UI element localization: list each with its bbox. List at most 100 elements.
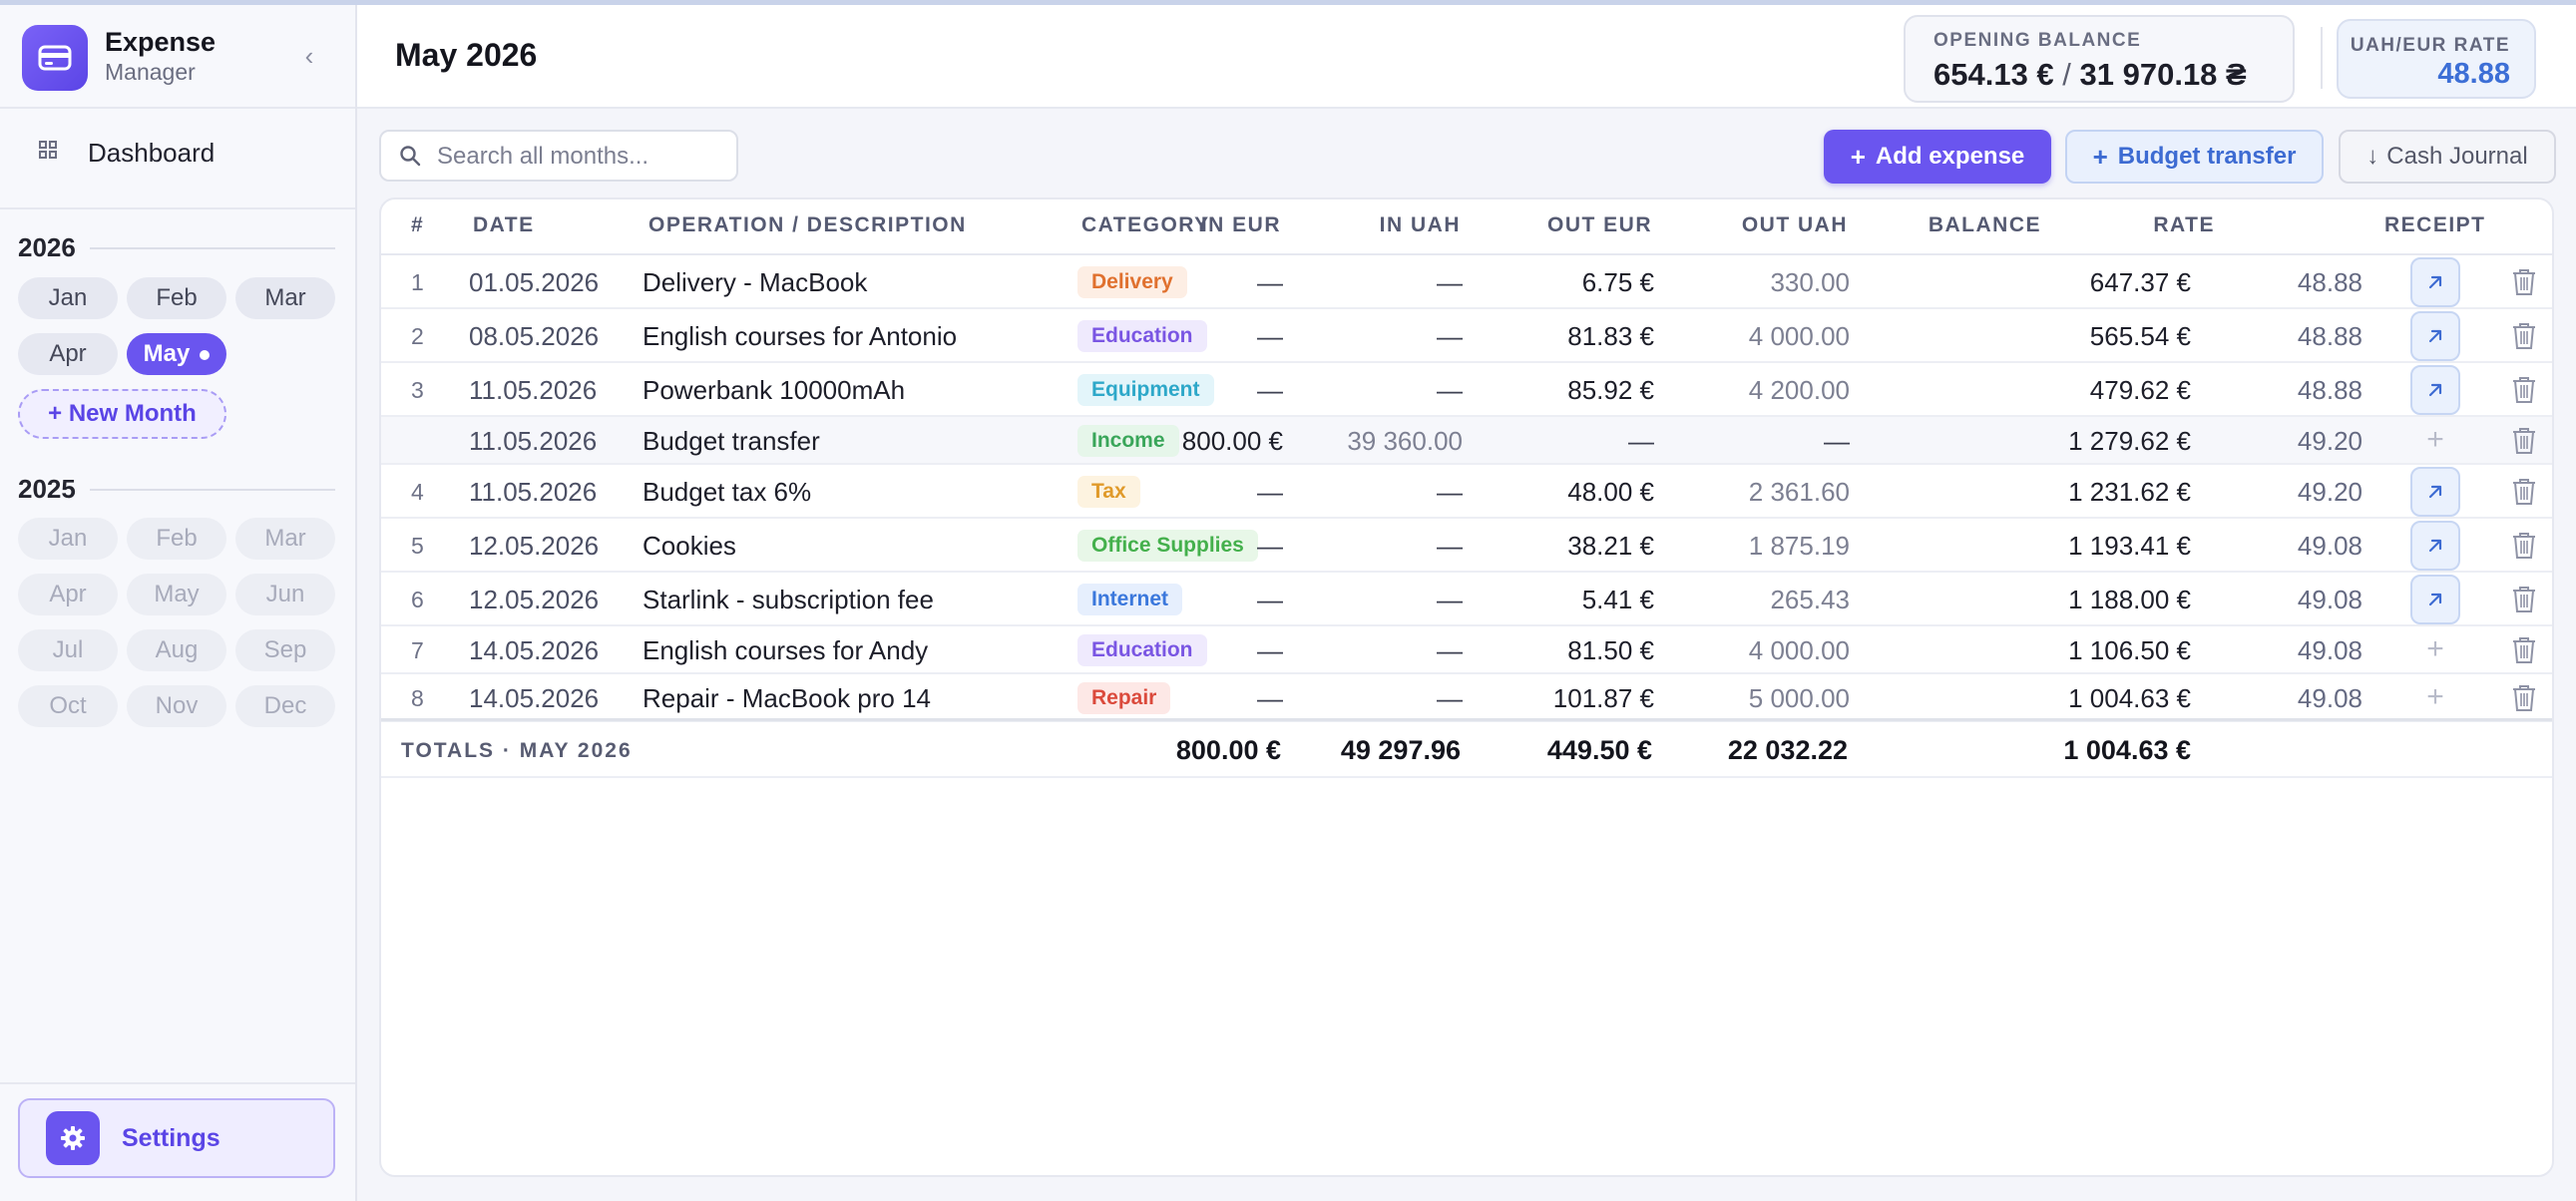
row-balance: 1 004.63 €	[2068, 683, 2191, 713]
table-row[interactable]: 4 11.05.2026 Budget tax 6% Tax — — 48.00 € 2 36…	[381, 465, 2552, 519]
month-2025-dec[interactable]: Dec	[235, 685, 335, 727]
row-number: 4	[411, 479, 424, 505]
open-receipt-button[interactable]	[2410, 575, 2460, 624]
add-expense-button[interactable]: + Add expense	[1824, 130, 2051, 184]
row-out-uah: 4 000.00	[1748, 635, 1850, 665]
month-2026-may-active[interactable]: May	[127, 333, 226, 375]
collapse-sidebar-button[interactable]: ‹	[304, 41, 314, 71]
month-2025-may[interactable]: May	[127, 574, 226, 615]
table-row[interactable]: 7 14.05.2026 English courses for Andy Educa…	[381, 626, 2552, 674]
delete-trash-icon[interactable]	[2510, 585, 2538, 614]
cash-journal-button[interactable]: ↓ Cash Journal	[2339, 130, 2556, 184]
month-2026-jan[interactable]: Jan	[18, 277, 118, 319]
month-2025-oct[interactable]: Oct	[18, 685, 118, 727]
column-header-date: DATE	[473, 213, 535, 236]
open-receipt-button[interactable]	[2410, 311, 2460, 361]
month-2026-feb[interactable]: Feb	[127, 277, 226, 319]
row-number: 8	[411, 685, 424, 711]
row-rate: 49.08	[2297, 585, 2362, 614]
add-receipt-button[interactable]: +	[2426, 680, 2444, 713]
month-2025-nov[interactable]: Nov	[127, 685, 226, 727]
open-receipt-button[interactable]	[2410, 365, 2460, 415]
column-header-receipt: RECEIPT	[2384, 213, 2486, 236]
month-2026-apr[interactable]: Apr	[18, 333, 118, 375]
open-receipt-button[interactable]	[2410, 467, 2460, 517]
delete-trash-icon[interactable]	[2510, 321, 2538, 351]
table-row[interactable]: 3 11.05.2026 Powerbank 10000mAh Equipment — —…	[381, 363, 2552, 417]
row-in-eur: —	[1257, 585, 1283, 614]
row-rate: 49.08	[2297, 531, 2362, 561]
row-out-uah: 330.00	[1770, 267, 1850, 297]
add-receipt-button[interactable]: +	[2426, 423, 2444, 456]
app-subtitle: Manager	[105, 59, 196, 85]
sidebar-item-dashboard[interactable]: Dashboard	[22, 125, 331, 181]
settings-button[interactable]: Settings	[18, 1098, 335, 1178]
category-badge: Repair	[1077, 682, 1171, 714]
budget-transfer-label: Budget transfer	[2117, 143, 2297, 170]
month-2025-jun[interactable]: Jun	[235, 574, 335, 615]
table-row[interactable]: 6 12.05.2026 Starlink - subscription fee In…	[381, 573, 2552, 626]
add-receipt-button[interactable]: +	[2426, 632, 2444, 665]
search-box[interactable]	[379, 130, 738, 182]
external-link-icon	[2428, 485, 2442, 499]
row-balance: 1 193.41 €	[2068, 531, 2191, 561]
divider	[0, 207, 355, 209]
table-row[interactable]: 2 08.05.2026 English courses for Antonio Ed…	[381, 309, 2552, 363]
column-header-in-eur: IN EUR	[1200, 213, 1281, 236]
row-out-eur: 38.21 €	[1567, 531, 1654, 561]
row-date: 11.05.2026	[469, 426, 598, 456]
delete-trash-icon[interactable]	[2510, 683, 2538, 713]
month-2025-feb[interactable]: Feb	[127, 518, 226, 560]
row-out-eur: 85.92 €	[1567, 375, 1654, 405]
table-row[interactable]: 11.05.2026 Budget transfer Income 800.00 € 3…	[381, 417, 2552, 465]
open-receipt-button[interactable]	[2410, 257, 2460, 307]
search-input[interactable]	[437, 140, 726, 174]
month-2025-jul[interactable]: Jul	[18, 629, 118, 671]
app-title: Expense	[105, 27, 216, 57]
row-rate: 49.20	[2297, 477, 2362, 507]
opening-balance-eur: 654.13 €	[1933, 57, 2054, 92]
delete-trash-icon[interactable]	[2510, 375, 2538, 405]
month-2025-apr[interactable]: Apr	[18, 574, 118, 615]
page-title: May 2026	[395, 37, 538, 73]
table-row[interactable]: 5 12.05.2026 Cookies Office Supplies — —38.21…	[381, 519, 2552, 573]
row-out-uah: 5 000.00	[1748, 683, 1850, 713]
row-balance: 1 279.62 €	[2068, 426, 2191, 456]
delete-trash-icon[interactable]	[2510, 267, 2538, 297]
budget-transfer-button[interactable]: + Budget transfer	[2065, 130, 2324, 184]
category-badge: Internet	[1077, 584, 1183, 615]
row-description: Delivery - MacBook	[643, 267, 868, 297]
delete-trash-icon[interactable]	[2510, 531, 2538, 561]
row-rate: 49.08	[2297, 683, 2362, 713]
expense-table-card: # DATE OPERATION / DESCRIPTION CATEGORY …	[379, 198, 2554, 1177]
gear-icon	[46, 1111, 100, 1165]
row-out-eur: 48.00 €	[1567, 477, 1654, 507]
plus-icon: +	[2092, 141, 2108, 172]
table-row[interactable]: 8 14.05.2026 Repair - MacBook pro 14 Repair…	[381, 674, 2552, 722]
external-link-icon	[2428, 329, 2442, 343]
month-2026-mar[interactable]: Mar	[235, 277, 335, 319]
new-month-button[interactable]: + New Month	[18, 389, 226, 439]
open-receipt-button[interactable]	[2410, 521, 2460, 571]
exchange-rate-card[interactable]: UAH/EUR RATE 48.88	[2337, 19, 2536, 99]
row-date: 08.05.2026	[469, 321, 600, 351]
window-top-border	[0, 0, 2576, 5]
delete-trash-icon[interactable]	[2510, 635, 2538, 665]
row-out-eur: 5.41 €	[1581, 585, 1654, 614]
row-out-eur: —	[1628, 426, 1654, 456]
month-2025-aug[interactable]: Aug	[127, 629, 226, 671]
column-header-out-uah: OUT UAH	[1741, 213, 1848, 236]
month-grid-2025: Jan Feb Mar Apr May Jun Jul Aug Sep Oct …	[18, 518, 335, 727]
year-heading-2026: 2026	[18, 232, 76, 262]
month-2025-jan[interactable]: Jan	[18, 518, 118, 560]
row-date: 01.05.2026	[469, 267, 600, 297]
month-2025-mar[interactable]: Mar	[235, 518, 335, 560]
category-badge: Tax	[1077, 476, 1140, 508]
delete-trash-icon[interactable]	[2510, 477, 2538, 507]
month-label: May	[143, 340, 191, 367]
delete-trash-icon[interactable]	[2510, 426, 2538, 456]
table-row[interactable]: 1 01.05.2026 Delivery - MacBook Delivery — — 6…	[381, 255, 2552, 309]
category-badge: Office Supplies	[1077, 530, 1258, 562]
month-2025-sep[interactable]: Sep	[235, 629, 335, 671]
active-dot-icon	[200, 349, 211, 360]
